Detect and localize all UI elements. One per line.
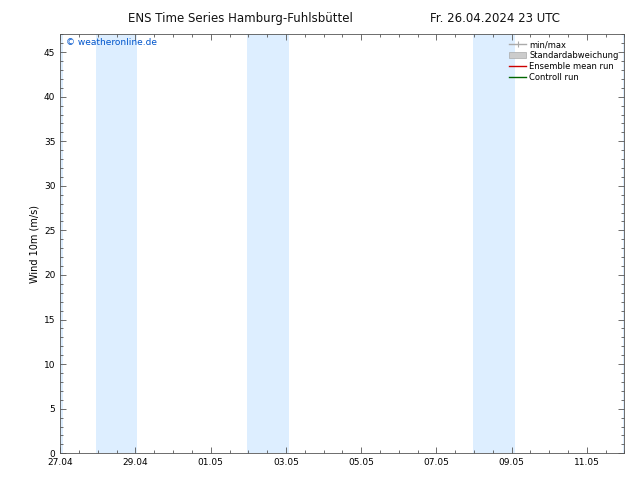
Bar xyxy=(267,34,289,453)
Bar xyxy=(247,34,267,453)
Bar xyxy=(96,34,137,453)
Bar xyxy=(623,34,624,453)
Y-axis label: Wind 10m (m/s): Wind 10m (m/s) xyxy=(30,205,40,283)
Bar xyxy=(472,34,515,453)
Bar xyxy=(60,34,63,453)
Legend: min/max, Standardabweichung, Ensemble mean run, Controll run: min/max, Standardabweichung, Ensemble me… xyxy=(508,39,620,84)
Text: ENS Time Series Hamburg-Fuhlsbüttel: ENS Time Series Hamburg-Fuhlsbüttel xyxy=(129,12,353,25)
Text: Fr. 26.04.2024 23 UTC: Fr. 26.04.2024 23 UTC xyxy=(429,12,560,25)
Text: © weatheronline.de: © weatheronline.de xyxy=(66,39,157,48)
